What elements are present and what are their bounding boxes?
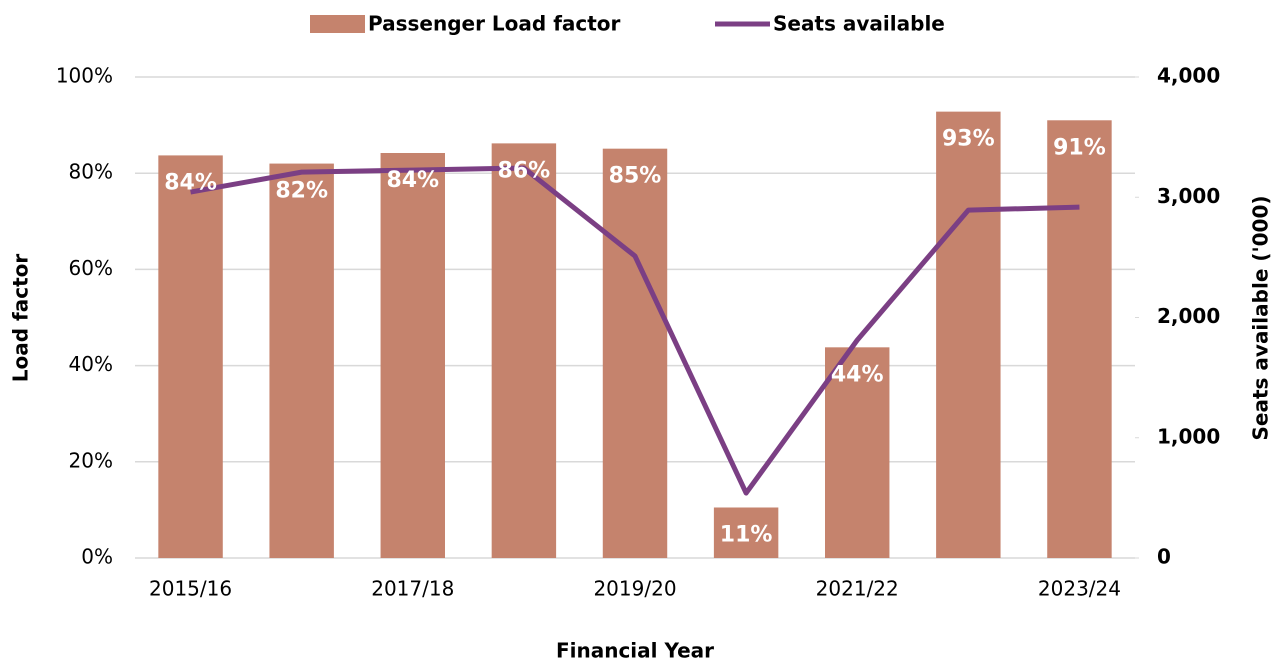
y-tick-label: 0% bbox=[81, 545, 113, 569]
bar bbox=[158, 155, 223, 558]
data-label: 93% bbox=[942, 127, 995, 152]
x-tick-label: 2017/18 bbox=[371, 577, 454, 601]
data-label: 91% bbox=[1053, 135, 1106, 160]
bar bbox=[713, 507, 779, 558]
data-label: 86% bbox=[498, 158, 551, 183]
y2-tick-label: 1,000 bbox=[1157, 424, 1220, 448]
x-tick-label: 2019/20 bbox=[593, 577, 676, 601]
y-tick-label: 60% bbox=[69, 256, 113, 280]
y2-tick-label: 4,000 bbox=[1157, 64, 1220, 88]
x-tick-label: 2023/24 bbox=[1038, 577, 1121, 601]
bar bbox=[602, 148, 668, 558]
y-tick-label: 20% bbox=[69, 448, 113, 472]
y-tick-label: 40% bbox=[69, 352, 113, 376]
bar bbox=[825, 347, 890, 558]
data-label: 84% bbox=[386, 168, 439, 193]
data-label: 85% bbox=[609, 164, 662, 189]
bar bbox=[380, 152, 445, 559]
legend-swatch bbox=[310, 15, 365, 33]
bar bbox=[491, 143, 557, 559]
data-label: 44% bbox=[831, 362, 884, 387]
y-tick-label: 80% bbox=[69, 160, 113, 184]
line bbox=[190, 165, 1080, 496]
x-tick-label: 2021/22 bbox=[816, 577, 899, 601]
y-axis-title: Load factor bbox=[9, 254, 33, 383]
bar bbox=[936, 111, 1001, 558]
legend-label: Seats available bbox=[773, 12, 945, 36]
x-axis-title: Financial Year bbox=[556, 639, 714, 661]
y2-tick-label: 0 bbox=[1157, 545, 1171, 569]
bar bbox=[269, 163, 334, 558]
data-label: 11% bbox=[720, 522, 773, 547]
y2-axis-title: Seats available ('000) bbox=[1249, 196, 1273, 441]
legend-label: Passenger Load factor bbox=[368, 12, 621, 36]
data-label: 82% bbox=[275, 179, 328, 204]
bar bbox=[1047, 120, 1112, 558]
data-label: 84% bbox=[164, 170, 217, 195]
x-tick-label: 2015/16 bbox=[149, 577, 232, 601]
y2-tick-label: 2,000 bbox=[1157, 304, 1220, 328]
y-tick-label: 100% bbox=[56, 64, 113, 88]
y2-tick-label: 3,000 bbox=[1157, 184, 1220, 208]
